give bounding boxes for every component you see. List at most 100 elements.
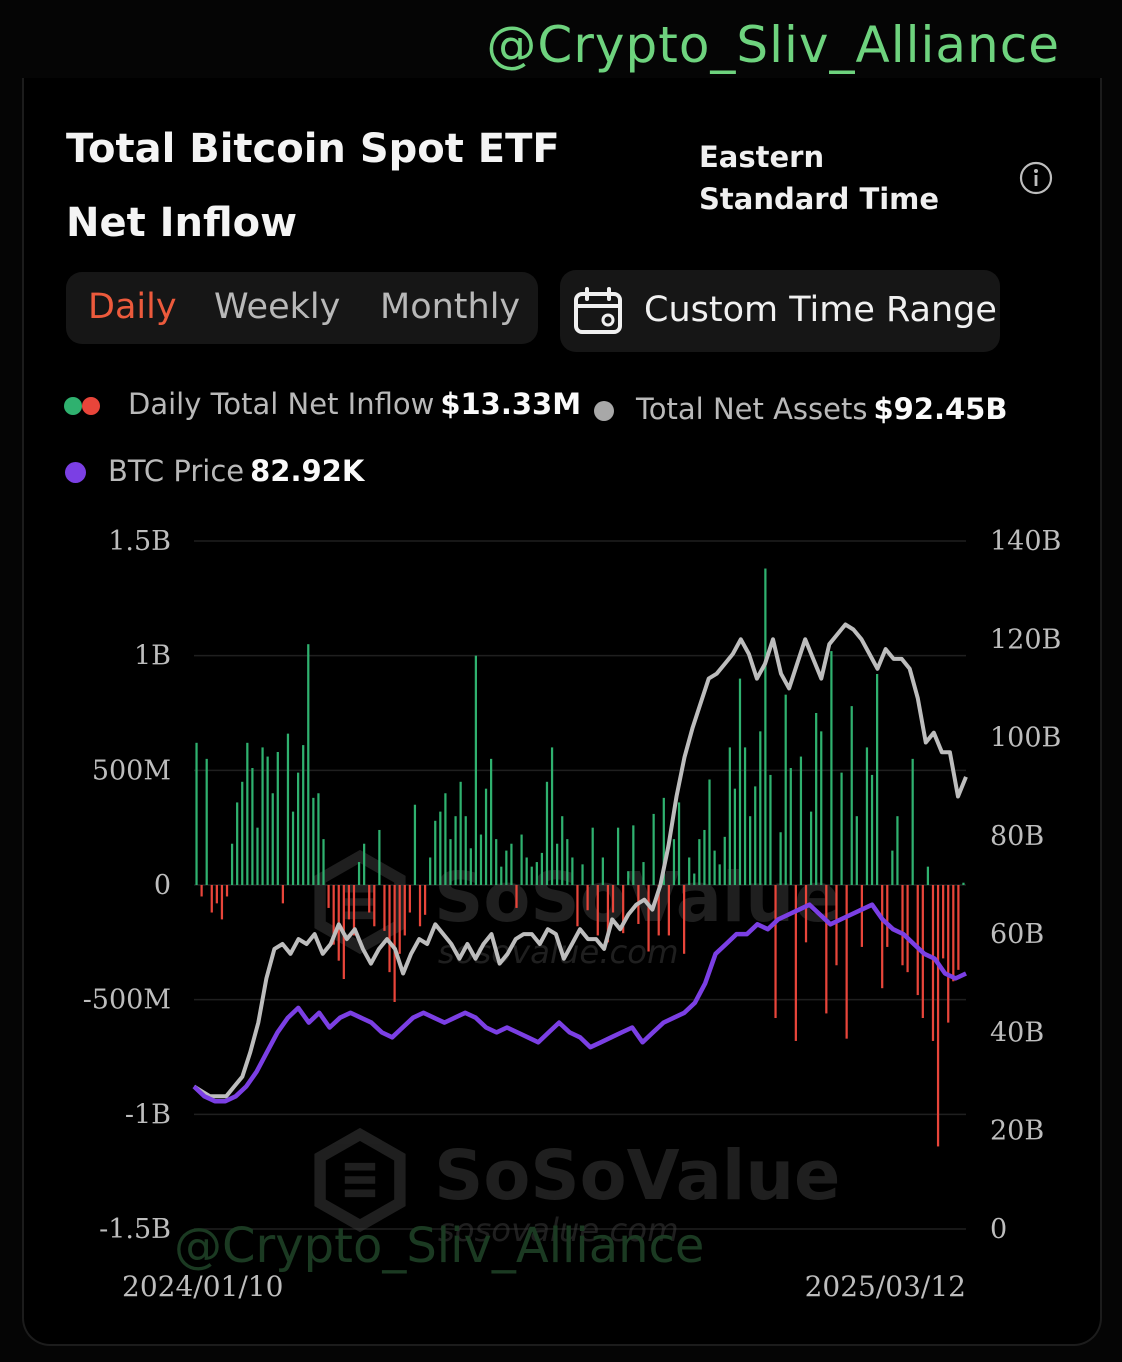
inflow-bar	[672, 839, 676, 885]
inflow-bar	[809, 811, 813, 885]
outflow-bar	[611, 885, 615, 913]
brand-name: SoSoValue	[434, 1137, 840, 1216]
outflow-bar	[947, 885, 950, 1023]
inflow-bar	[926, 866, 930, 885]
inflow-bar	[550, 747, 554, 885]
left-tick-label: -1.5B	[99, 1214, 171, 1245]
inflow-bar	[261, 747, 264, 885]
right-tick-label: 40B	[990, 1017, 1044, 1048]
inflow-bar	[820, 731, 823, 885]
brand-name: SoSoValue	[434, 859, 840, 938]
left-tick-label: -500M	[83, 985, 171, 1016]
outflow-bar	[606, 885, 610, 943]
inflow-bar	[743, 747, 747, 885]
inflow-bar	[286, 733, 290, 885]
inflow-bar	[464, 816, 467, 885]
inflow-bar	[484, 788, 488, 885]
inflow-bar	[688, 857, 691, 885]
inflow-bar	[764, 568, 767, 885]
inflow-bar	[540, 852, 544, 885]
inflow-bar	[241, 781, 244, 885]
inflow-bar	[205, 758, 208, 885]
outflow-bar	[957, 885, 960, 970]
calendar-icon	[574, 287, 622, 334]
inflow-bar	[616, 827, 620, 885]
outflow-bar	[388, 885, 391, 973]
inflow-bar	[434, 820, 437, 885]
inflow-bar	[662, 797, 665, 885]
legend-daily-inflow-value: $13.33M	[440, 387, 582, 421]
outflow-bar	[225, 885, 229, 897]
inflow-bar	[545, 781, 549, 885]
outflow-bar	[667, 885, 670, 936]
custom-time-range-button[interactable]: Custom Time Range	[560, 270, 1000, 352]
inflow-bar	[891, 850, 894, 885]
inflow-bar	[911, 758, 914, 885]
inflow-bar	[505, 850, 508, 885]
inflow-bar	[723, 836, 726, 885]
inflow-bar	[627, 871, 630, 885]
outflow-bar	[576, 885, 579, 927]
right-tick-label: 120B	[990, 624, 1061, 655]
inflow-bar	[474, 655, 477, 885]
inflow-bars	[195, 568, 965, 1147]
outflow-bar	[647, 885, 650, 952]
inflow-bar	[195, 742, 198, 885]
outflow-bar	[368, 885, 371, 913]
inflow-bar	[850, 706, 853, 885]
legend-assets-dot	[594, 401, 614, 421]
inflow-bar	[276, 751, 279, 885]
legend-positive-dot	[64, 397, 82, 415]
inflow-bar	[865, 747, 869, 885]
outflow-bar	[901, 885, 904, 966]
net-assets-line	[192, 622, 968, 1099]
inflow-bar	[439, 811, 442, 885]
legend-btc-price-label: BTC Price	[108, 454, 245, 488]
inflow-bar	[718, 864, 721, 885]
info-icon[interactable]	[1019, 161, 1053, 195]
inflow-bar	[469, 848, 472, 885]
legend-net-assets-label: Total Net Assets	[636, 392, 868, 426]
outflow-bar	[657, 885, 660, 936]
outflow-bar	[281, 885, 284, 904]
inflow-bar	[525, 857, 528, 885]
right-tick-label: 60B	[990, 919, 1044, 950]
legend-net-assets-value: $92.45B	[873, 392, 1008, 426]
tab-monthly[interactable]: Monthly	[380, 287, 521, 327]
inflow-bar	[855, 816, 858, 885]
inflow-bar	[561, 816, 564, 885]
inflow-bar	[449, 839, 452, 885]
legend-btc-price[interactable]: BTC Price 82.92K	[108, 454, 364, 488]
outflow-bar	[931, 885, 935, 1041]
outflow-bar	[327, 885, 330, 908]
inflow-bar	[556, 843, 559, 885]
watermark-top: @Crypto_Sliv_Alliance	[486, 16, 1060, 74]
outflow-bar	[347, 885, 351, 920]
inflow-bar	[693, 873, 696, 885]
inflow-bar	[312, 797, 315, 885]
inflow-bar	[581, 864, 584, 885]
legend-net-assets[interactable]: Total Net Assets $92.45B	[636, 392, 1007, 426]
tab-weekly[interactable]: Weekly	[214, 287, 341, 327]
inflow-bar	[962, 882, 965, 885]
inflow-bar	[378, 829, 381, 885]
inflow-bar	[799, 756, 803, 885]
outflow-bar	[835, 885, 838, 966]
inflow-bar	[896, 816, 899, 885]
legend-negative-dot	[82, 397, 100, 415]
axis-ticks: 1.5B 1B 500M 0 -500M -1B -1.5B 140B 120B 100B 80B 6…	[83, 526, 1062, 1303]
inflow-bar	[779, 832, 782, 885]
legend-btc-price-value: 82.92K	[250, 454, 365, 488]
inflow-bar	[830, 651, 833, 885]
inflow-bar	[490, 758, 493, 885]
outflow-bar	[586, 885, 589, 911]
inflow-bar	[256, 827, 259, 885]
outflow-bar	[936, 885, 940, 1147]
legend-daily-inflow[interactable]: Daily Total Net Inflow $13.33M	[128, 387, 581, 421]
outflow-bar	[886, 885, 889, 947]
inflow-bar	[789, 768, 792, 885]
outflow-bar	[916, 885, 919, 996]
outflow-bar	[332, 885, 335, 945]
tab-daily[interactable]: Daily	[88, 287, 177, 327]
